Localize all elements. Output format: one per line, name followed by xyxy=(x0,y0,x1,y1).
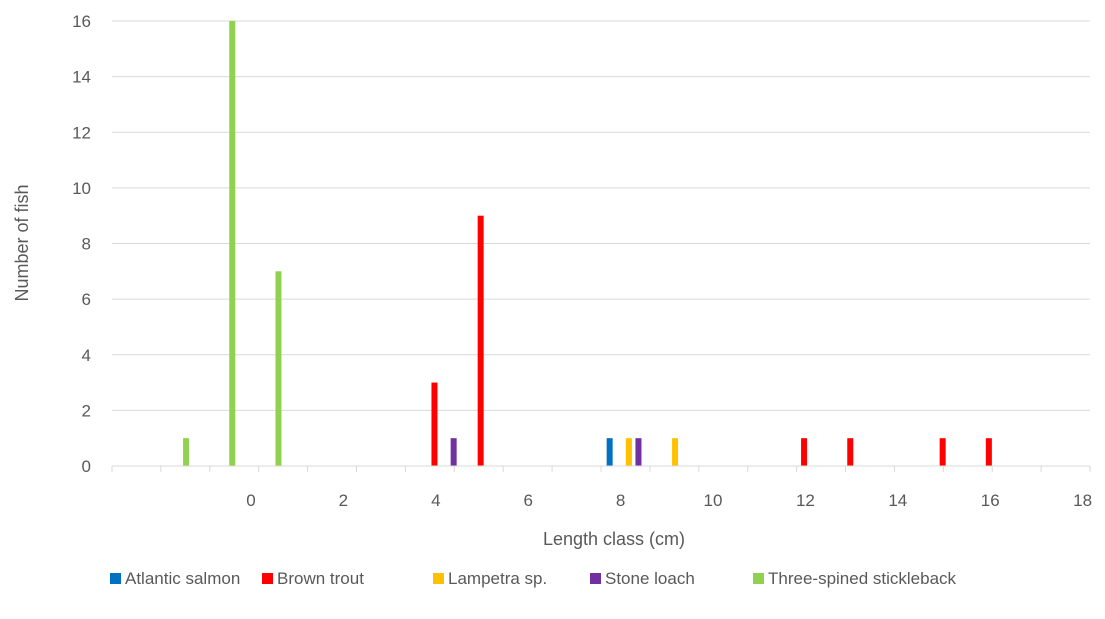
bar-brown-trout-18 xyxy=(939,438,946,466)
bar-atlantic-salmon-11 xyxy=(606,438,613,466)
x-tick-label: 8 xyxy=(616,491,625,510)
x-tick-label: 6 xyxy=(523,491,532,510)
axes xyxy=(111,465,1091,472)
y-tick-label: 12 xyxy=(72,123,91,142)
x-tick-label: 16 xyxy=(981,491,1000,510)
legend-item: Brown trout xyxy=(262,569,364,588)
legend-item: Lampetra sp. xyxy=(433,569,547,588)
y-axis-title: Number of fish xyxy=(12,184,32,301)
y-tick-label: 6 xyxy=(82,290,91,309)
x-tick-label: 4 xyxy=(431,491,440,510)
bar-three-spined-stickleback-3 xyxy=(275,271,282,466)
gridlines xyxy=(112,20,1090,411)
legend-label: Lampetra sp. xyxy=(448,569,547,588)
x-tick-label: 14 xyxy=(888,491,907,510)
y-tick-label: 2 xyxy=(82,401,91,420)
y-tick-label: 0 xyxy=(82,457,91,476)
legend-label: Brown trout xyxy=(277,569,364,588)
legend-swatch xyxy=(110,573,121,584)
legend-item: Atlantic salmon xyxy=(110,569,240,588)
bar-three-spined-stickleback-1 xyxy=(183,438,190,466)
bar-brown-trout-8 xyxy=(477,215,484,466)
y-tick-labels: 0 2 4 6 8 10 12 14 16 xyxy=(72,12,91,476)
legend: Atlantic salmon Brown trout Lampetra sp. St… xyxy=(110,569,957,588)
x-tick-labels: 02468101214161820 xyxy=(246,491,1092,510)
bar-brown-trout-16 xyxy=(847,438,854,466)
legend-item: Three-spined stickleback xyxy=(753,569,957,588)
y-tick-label: 16 xyxy=(72,12,91,31)
bars xyxy=(183,21,992,466)
y-tick-label: 8 xyxy=(82,235,91,254)
legend-item: Stone loach xyxy=(590,569,695,588)
bar-brown-trout-7 xyxy=(431,382,438,466)
x-tick-label: 0 xyxy=(246,491,255,510)
legend-swatch xyxy=(753,573,764,584)
legend-swatch xyxy=(433,573,444,584)
legend-label: Three-spined stickleback xyxy=(768,569,957,588)
x-tick-label: 12 xyxy=(796,491,815,510)
x-tick-label: 2 xyxy=(339,491,348,510)
bar-lampetra-sp--12 xyxy=(672,438,679,466)
bar-stone-loach-11 xyxy=(635,438,642,466)
legend-label: Atlantic salmon xyxy=(125,569,240,588)
legend-swatch xyxy=(262,573,273,584)
legend-label: Stone loach xyxy=(605,569,695,588)
bar-brown-trout-19 xyxy=(985,438,992,466)
x-axis-title: Length class (cm) xyxy=(543,529,685,549)
bar-brown-trout-15 xyxy=(801,438,808,466)
y-tick-label: 4 xyxy=(82,346,91,365)
bar-three-spined-stickleback-2 xyxy=(229,21,236,466)
bar-stone-loach-7 xyxy=(450,438,457,466)
x-tick-label: 18 xyxy=(1073,491,1092,510)
y-tick-label: 14 xyxy=(72,68,91,87)
x-tick-label: 10 xyxy=(704,491,723,510)
y-tick-label: 10 xyxy=(72,179,91,198)
legend-swatch xyxy=(590,573,601,584)
bar-lampetra-sp--11 xyxy=(625,438,632,466)
